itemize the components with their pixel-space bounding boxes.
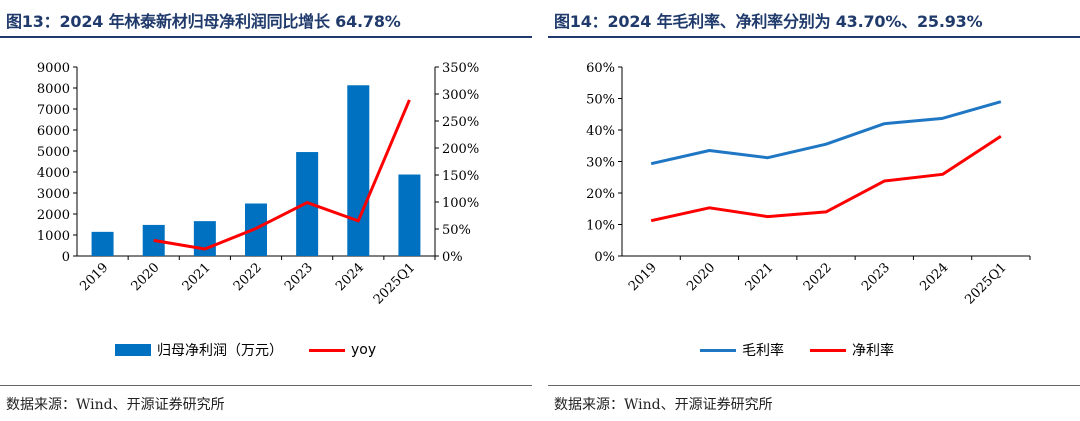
gross-margin-line — [650, 100, 1002, 166]
left-chart-title: 图13：2024 年林泰新材归母净利润同比增长 64.78% — [6, 12, 401, 31]
left-y-tick-label: 3000 — [37, 187, 70, 202]
bar-2021 — [193, 221, 216, 256]
right-chart-title: 图14：2024 年毛利率、净利率分别为 43.70%、25.93% — [554, 12, 983, 31]
x-tick-label-2019: 2019 — [77, 260, 111, 294]
legend-label-net: 净利率 — [852, 343, 894, 359]
left-source-note: 数据来源：Wind、开源证券研究所 — [6, 397, 225, 413]
y-tick-label: 20% — [586, 187, 615, 202]
left-y-tick-label: 7000 — [37, 103, 70, 118]
left-y-tick-label: 1000 — [37, 229, 70, 244]
bar-2019 — [91, 231, 114, 256]
right-y-tick-label: 100% — [442, 196, 479, 211]
right-source-note: 数据来源：Wind、开源证券研究所 — [554, 397, 773, 413]
x-tick-label-2025q1: 2025Q1 — [371, 260, 418, 307]
legend-item-profit: 归母净利润（万元） — [115, 340, 283, 360]
legend-swatch-yoy — [309, 348, 345, 352]
legend-item-yoy: yoy — [309, 342, 376, 358]
x-tick-label-2022: 2022 — [801, 260, 835, 294]
right-y-tick-label: 50% — [442, 223, 471, 238]
x-tick-label-2021: 2021 — [743, 260, 777, 294]
y-tick-label: 10% — [586, 219, 615, 234]
net-margin-line — [650, 135, 1002, 223]
x-tick-label-2021: 2021 — [180, 260, 214, 294]
bar-2024 — [347, 85, 370, 257]
left-chart-legend: 归母净利润（万元） yoy — [115, 340, 402, 360]
right-source-rule — [548, 385, 1080, 386]
left-chart-panel: 图13：2024 年林泰新材归母净利润同比增长 64.78% 0 1000 2000… — [0, 0, 532, 421]
x-tick-label-2020: 2020 — [129, 260, 163, 294]
yoy-line — [153, 99, 411, 251]
left-y-tick-label: 2000 — [37, 208, 70, 223]
legend-item-net: 净利率 — [810, 340, 894, 360]
legend-swatch-profit — [115, 344, 151, 356]
right-y-tick-label: 200% — [442, 142, 479, 157]
x-tick-label-2023: 2023 — [859, 260, 893, 294]
y-tick-label: 50% — [586, 93, 615, 108]
y-tick-label: 30% — [586, 156, 615, 171]
left-y-tick-label: 6000 — [37, 124, 70, 139]
right-chart-legend: 毛利率 净利率 — [700, 340, 920, 360]
legend-swatch-net — [810, 348, 846, 352]
y-tick-label: 0% — [594, 250, 615, 265]
left-y-tick-label: 8000 — [37, 82, 70, 97]
legend-label-profit: 归母净利润（万元） — [157, 343, 283, 359]
right-y-tick-label: 300% — [442, 88, 479, 103]
legend-label-gross: 毛利率 — [742, 343, 784, 359]
x-tick-label-2022: 2022 — [231, 260, 265, 294]
right-y-tick-label: 0% — [442, 250, 463, 265]
right-y-tick-label: 250% — [442, 115, 479, 130]
right-chart-svg: 0% 10% 20% 30% 40% 50% 60% 2019 2020 2021 2022 2023… — [586, 61, 1031, 308]
legend-item-gross: 毛利率 — [700, 340, 784, 360]
right-y-tick-label: 150% — [442, 169, 479, 184]
left-chart-svg: 0 1000 2000 3000 4000 5000 6000 7000 8000 9000 0% 5… — [37, 61, 479, 308]
legend-swatch-gross — [700, 348, 736, 352]
left-y-tick-label: 9000 — [37, 61, 70, 76]
right-chart-panel: 图14：2024 年毛利率、净利率分别为 43.70%、25.93% 0% 10%… — [548, 0, 1080, 421]
y-tick-label: 60% — [586, 61, 615, 76]
x-tick-label-2019: 2019 — [626, 260, 660, 294]
left-source-rule — [0, 385, 532, 386]
left-title-rule — [0, 36, 532, 38]
left-y-tick-label: 5000 — [37, 145, 70, 160]
legend-label-yoy: yoy — [351, 342, 377, 358]
x-tick-label-2025q1: 2025Q1 — [962, 260, 1009, 307]
left-y-tick-label: 4000 — [37, 166, 70, 181]
x-tick-label-2023: 2023 — [282, 260, 316, 294]
right-y-tick-label: 350% — [442, 61, 479, 76]
bar-2025q1 — [398, 174, 421, 256]
left-y-tick-label: 0 — [62, 250, 70, 265]
x-tick-label-2024: 2024 — [917, 260, 951, 294]
right-title-rule — [548, 36, 1080, 38]
x-tick-label-2024: 2024 — [333, 260, 367, 294]
x-tick-label-2020: 2020 — [684, 260, 718, 294]
y-tick-label: 40% — [586, 124, 615, 139]
